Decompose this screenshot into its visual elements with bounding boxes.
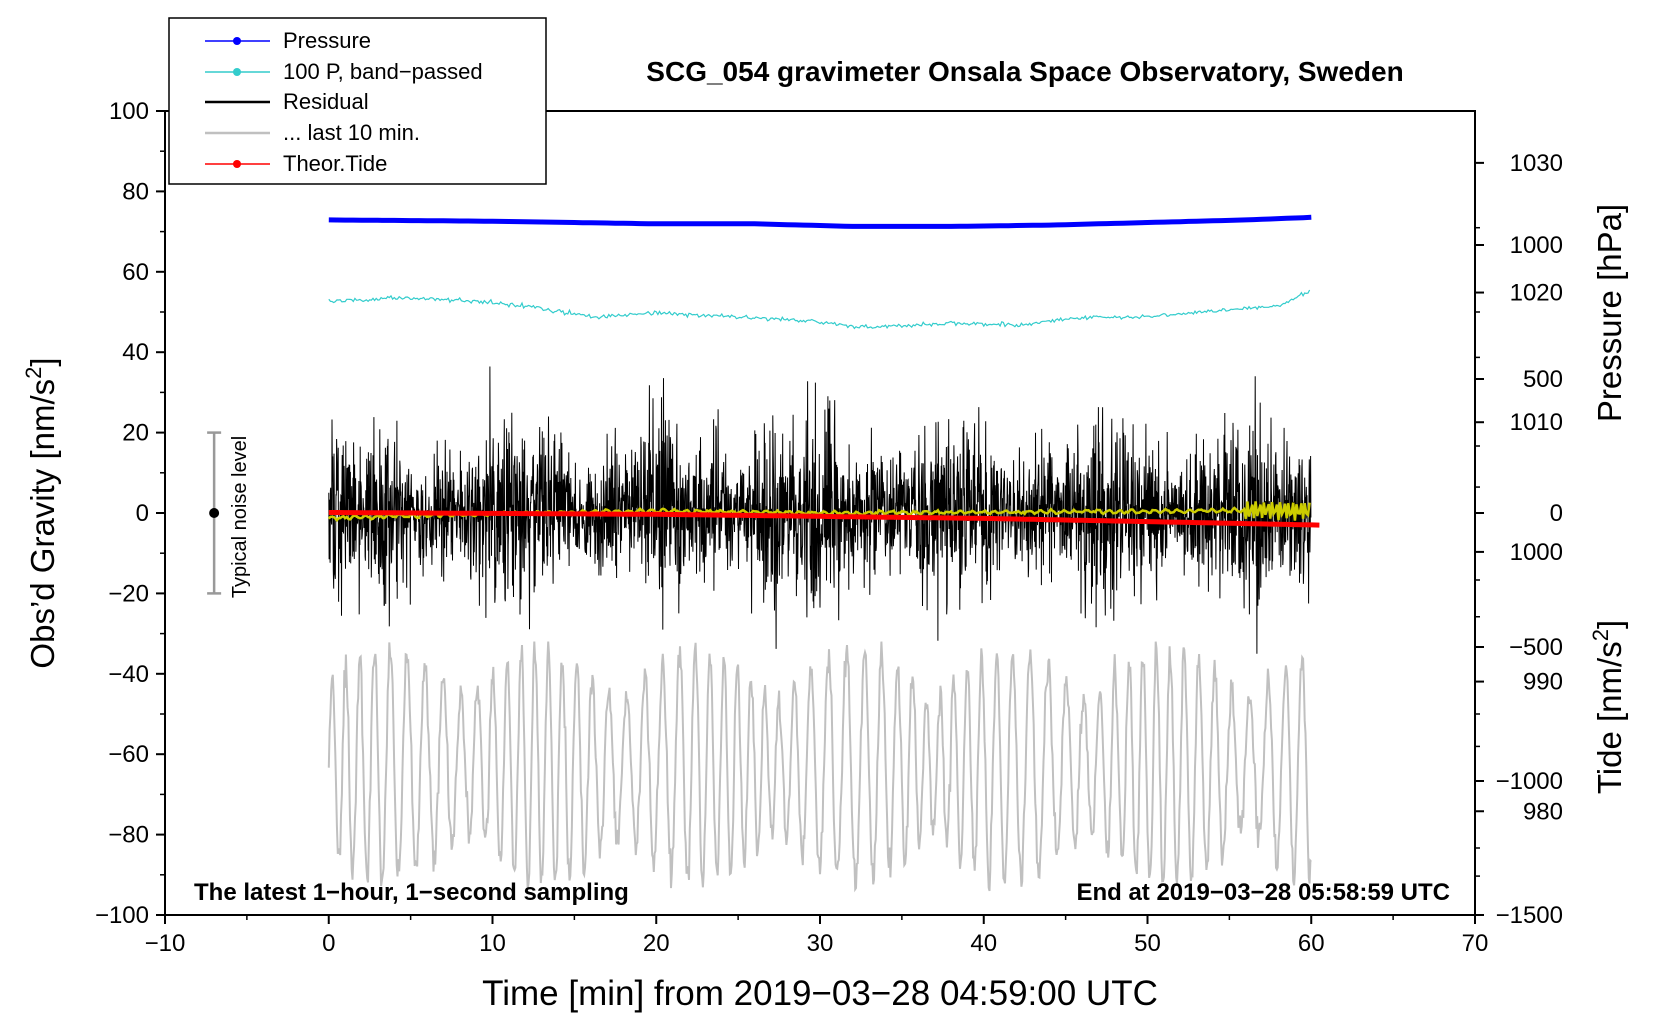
x-tick-label: −10 (145, 930, 186, 957)
noise-label: Typical noise level (229, 436, 251, 598)
y-tick-label: 100 (109, 98, 149, 125)
x-tick-label: 60 (1298, 930, 1325, 957)
x-tick-label: 10 (479, 930, 506, 957)
pressure-tick-label: 990 (1523, 669, 1563, 696)
tide-tick-label: 1000 (1510, 232, 1563, 259)
pressure-tick-label: 1010 (1510, 409, 1563, 436)
y-tick-label: 40 (122, 339, 149, 366)
y-axis-label-left: Obs’d Gravity [nm/s2] (21, 357, 61, 668)
tide-axis-label-end: ] (1591, 620, 1628, 629)
tide-axis-ticks: −1500 −1000 −500 0 500 1000 (1475, 232, 1563, 929)
tide-tick-label: 0 (1550, 500, 1563, 527)
y-axis-label-left-main: Obs’d Gravity [nm/s (24, 379, 61, 669)
chart-title: SCG_054 gravimeter Onsala Space Observat… (646, 56, 1403, 87)
legend-label-bandpassed: 100 P, band−passed (283, 59, 483, 84)
x-tick-label: 30 (807, 930, 834, 957)
noise-bar-center-dot (209, 508, 220, 518)
last-10-min-line (327, 641, 1312, 893)
y-axis-label-left-end: ] (24, 357, 61, 366)
y-tick-label: −60 (108, 741, 149, 768)
legend-label-pressure: Pressure (283, 28, 371, 53)
pressure-tick-label: 980 (1523, 798, 1563, 825)
noise-bar: Typical noise level (207, 431, 251, 598)
legend-label-tide: Theor.Tide (283, 151, 387, 176)
legend-item-residual: Residual (205, 89, 369, 114)
tide-tick-label: 500 (1523, 366, 1563, 393)
y-tick-label: 60 (122, 259, 149, 286)
legend-item-pressure: Pressure (205, 28, 371, 53)
tide-tick-label: −1500 (1496, 902, 1563, 929)
pressure-tick-label: 1000 (1510, 539, 1563, 566)
series-layer (327, 214, 1320, 893)
y-tick-label: −80 (108, 822, 149, 849)
legend-marker-bandpassed (233, 68, 241, 76)
legend-label-residual: Residual (283, 89, 369, 114)
y-tick-label: 80 (122, 178, 149, 205)
legend-marker-tide (233, 160, 241, 168)
pressure-tick-label: 1020 (1510, 280, 1563, 307)
legend-item-tide: Theor.Tide (205, 151, 387, 176)
y-tick-label: 0 (136, 500, 149, 527)
bandpassed-pressure-line (328, 289, 1311, 330)
x-tick-label: 40 (970, 930, 997, 957)
note-right: End at 2019−03−28 05:58:59 UTC (1076, 879, 1450, 906)
legend-item-last10: ... last 10 min. (205, 120, 420, 145)
x-axis-label: Time [min] from 2019−03−28 04:59:00 UTC (482, 974, 1158, 1013)
x-tick-label: 20 (643, 930, 670, 957)
y-tick-label: −40 (108, 661, 149, 688)
tide-tick-label: −1000 (1496, 768, 1563, 795)
y-tick-label: −100 (95, 902, 149, 929)
legend-item-bandpassed: 100 P, band−passed (205, 59, 483, 84)
pressure-axis-label: Pressure [hPa] (1591, 204, 1628, 422)
tide-axis-label-sup: 2 (1588, 629, 1613, 641)
legend: Pressure 100 P, band−passed Residual ...… (168, 17, 547, 185)
pressure-line (328, 214, 1312, 229)
note-left: The latest 1−hour, 1−second sampling (194, 879, 629, 906)
pressure-tick-label: 1030 (1510, 150, 1563, 177)
x-tick-label: 50 (1134, 930, 1161, 957)
tide-tick-label: −500 (1509, 634, 1563, 661)
y-tick-label: −20 (108, 580, 149, 607)
pressure-axis-ticks: 980 990 1000 1010 1020 1030 (1475, 150, 1563, 877)
tide-line (328, 510, 1320, 528)
x-tick-label: 0 (322, 930, 335, 957)
legend-label-last10: ... last 10 min. (283, 120, 420, 145)
y-axis-label-left-sup: 2 (21, 367, 46, 379)
y-tick-label: 20 (122, 420, 149, 447)
legend-marker-pressure (233, 37, 241, 45)
x-axis-ticks: −10 0 10 20 30 40 50 60 70 (145, 915, 1489, 957)
x-tick-label: 70 (1462, 930, 1489, 957)
tide-axis-label: Tide [nm/s2] (1588, 620, 1628, 794)
tide-axis-label-main: Tide [nm/s (1591, 641, 1628, 794)
y-axis-ticks: −100 −80 −60 −40 −20 0 20 40 60 80 100 (95, 98, 165, 929)
